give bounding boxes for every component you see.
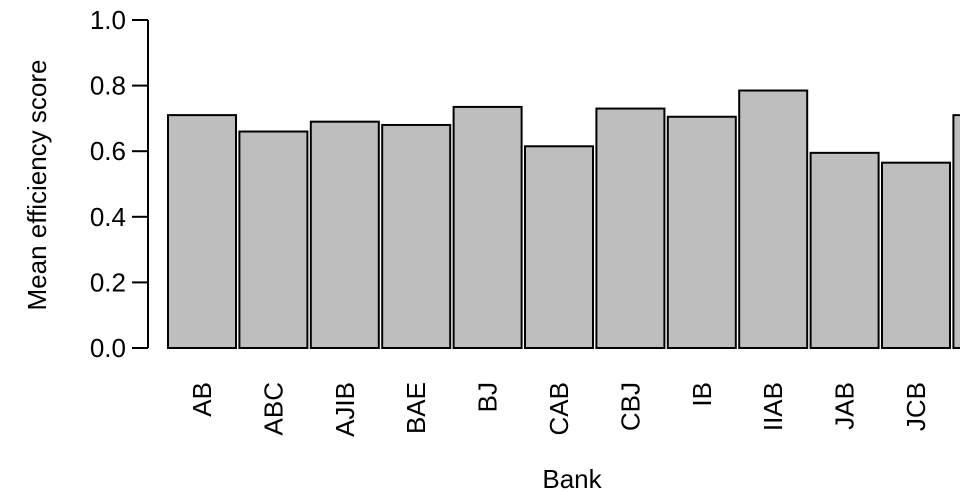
bar-jab xyxy=(809,151,880,349)
bar-ab xyxy=(167,114,237,350)
bar-ajib xyxy=(309,120,380,350)
x-tick-label-cbj: CBJ xyxy=(615,382,645,431)
x-tick-label-jab: JAB xyxy=(830,382,860,430)
y-tick-label: 0.8 xyxy=(90,71,126,101)
bar-ib xyxy=(666,115,737,350)
x-tick-label-ib: IB xyxy=(687,382,717,407)
x-tick-label-jcb: JCB xyxy=(901,382,931,431)
y-tick-label: 0.0 xyxy=(90,333,126,363)
x-tick-label-bj: BJ xyxy=(473,382,503,412)
y-tick-label: 0.4 xyxy=(90,202,126,232)
y-axis-title: Mean efficiency score xyxy=(22,60,52,311)
x-tick-label-ajib: AJIB xyxy=(330,382,360,437)
x-tick-label-ab: AB xyxy=(187,382,217,417)
x-tick-label-iiab: IIAB xyxy=(758,382,788,431)
bar-iiab xyxy=(738,89,809,350)
bar-jib xyxy=(952,114,960,350)
y-tick-label: 0.2 xyxy=(90,267,126,297)
bar-abc xyxy=(238,130,309,349)
x-axis-tick-labels: ABABCAJIBBAEBJCABCBJIBIIABJABJCBJIBJKBSG… xyxy=(187,382,931,437)
x-axis-title: Bank xyxy=(542,464,602,492)
x-tick-label-cab: CAB xyxy=(544,382,574,435)
y-tick-label: 0.6 xyxy=(90,136,126,166)
bar-cab xyxy=(524,145,594,349)
x-tick-label-bae: BAE xyxy=(401,382,431,434)
bar-bae xyxy=(381,123,452,349)
bar-bj xyxy=(452,105,523,349)
y-tick-label: 1.0 xyxy=(90,5,126,35)
bars xyxy=(167,89,960,350)
bar-cbj xyxy=(595,107,666,349)
y-axis: 0.0 0.2 0.4 0.6 0.8 1.0 xyxy=(90,5,149,363)
x-tick-label-abc: ABC xyxy=(258,382,288,435)
bar-jcb xyxy=(881,161,951,349)
